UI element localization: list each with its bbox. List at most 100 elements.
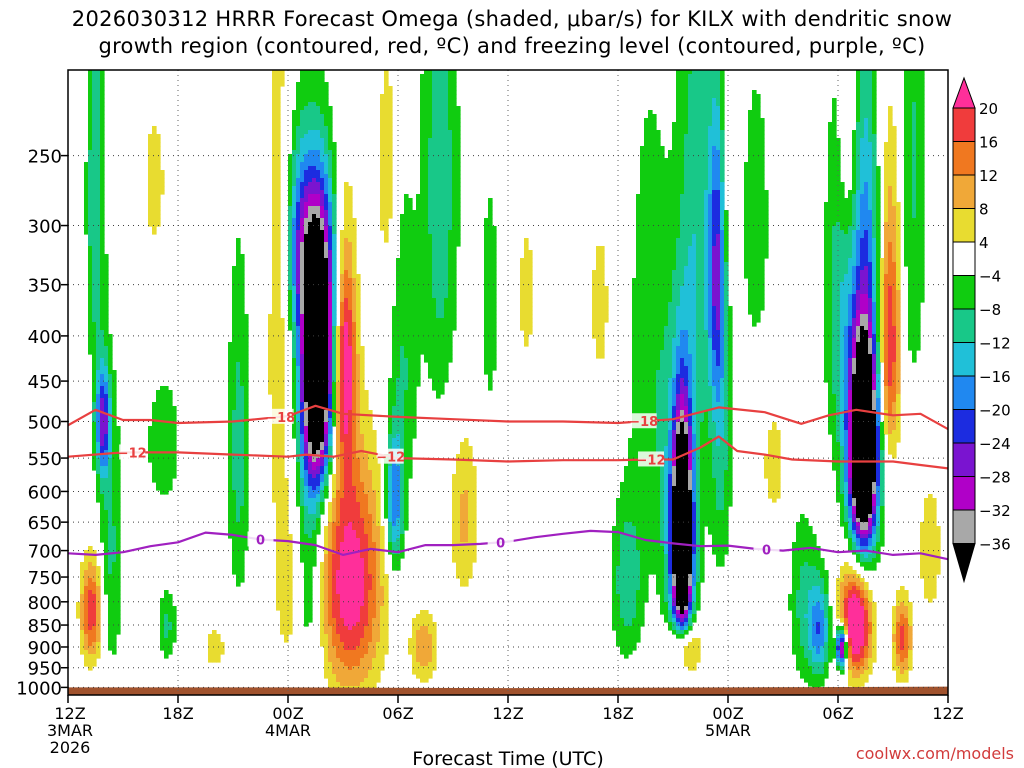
omega-cell <box>892 298 897 303</box>
omega-cell <box>304 146 309 151</box>
omega-cell <box>856 78 861 83</box>
omega-cell <box>236 258 241 263</box>
omega-cell <box>668 178 673 183</box>
omega-cell <box>664 302 669 307</box>
omega-cell <box>296 130 301 135</box>
omega-cell <box>636 254 641 259</box>
omega-cell <box>88 226 93 231</box>
omega-cell <box>676 218 681 223</box>
omega-cell <box>632 282 637 287</box>
omega-cell <box>672 278 677 283</box>
omega-cell <box>604 294 609 299</box>
omega-cell <box>888 194 893 199</box>
omega-cell <box>760 142 765 147</box>
omega-cell <box>420 130 425 135</box>
omega-cell <box>676 142 681 147</box>
omega-cell <box>920 262 925 267</box>
omega-cell <box>916 266 921 271</box>
omega-cell <box>844 226 849 231</box>
omega-cell <box>748 118 753 123</box>
omega-cell <box>752 134 757 139</box>
omega-cell <box>452 170 457 175</box>
omega-cell <box>656 258 661 263</box>
omega-cell <box>88 158 93 163</box>
omega-cell <box>696 178 701 183</box>
omega-cell <box>712 142 717 147</box>
omega-cell <box>860 278 865 283</box>
omega-cell <box>692 242 697 247</box>
omega-cell <box>680 130 685 135</box>
omega-cell <box>676 242 681 247</box>
omega-cell <box>868 194 873 199</box>
omega-cell <box>436 110 441 115</box>
omega-cell <box>860 194 865 199</box>
omega-cell <box>864 278 869 283</box>
omega-cell <box>640 170 645 175</box>
omega-cell <box>864 234 869 239</box>
omega-cell <box>348 242 353 247</box>
omega-cell <box>724 298 729 303</box>
omega-cell <box>328 154 333 159</box>
omega-cell <box>648 310 653 315</box>
omega-cell <box>920 226 925 231</box>
omega-cell <box>316 190 321 195</box>
omega-cell <box>288 162 293 167</box>
omega-cell <box>332 214 337 219</box>
omega-cell <box>296 206 301 211</box>
omega-cell <box>436 138 441 143</box>
omega-cell <box>288 298 293 303</box>
omega-cell <box>332 202 337 207</box>
omega-cell <box>908 74 913 79</box>
omega-cell <box>876 202 881 207</box>
omega-cell <box>292 154 297 159</box>
omega-cell <box>896 246 901 251</box>
omega-cell <box>884 306 889 311</box>
omega-cell <box>288 294 293 299</box>
omega-cell <box>764 214 769 219</box>
omega-cell <box>852 166 857 171</box>
omega-cell <box>292 118 297 123</box>
omega-cell <box>416 202 421 207</box>
omega-cell <box>100 206 105 211</box>
omega-cell <box>312 94 317 99</box>
omega-cell <box>320 74 325 79</box>
omega-cell <box>652 174 657 179</box>
omega-cell <box>156 198 161 203</box>
omega-cell <box>868 186 873 191</box>
omega-cell <box>640 198 645 203</box>
omega-cell <box>832 218 837 223</box>
omega-cell <box>352 290 357 295</box>
omega-cell <box>888 258 893 263</box>
omega-cell <box>272 106 277 111</box>
omega-cell <box>656 162 661 167</box>
omega-cell <box>88 98 93 103</box>
omega-cell <box>328 254 333 259</box>
omega-cell <box>684 290 689 295</box>
omega-cell <box>872 242 877 247</box>
omega-cell <box>868 142 873 147</box>
omega-cell <box>300 74 305 79</box>
omega-cell <box>748 134 753 139</box>
omega-cell <box>868 266 873 271</box>
omega-cell <box>348 298 353 303</box>
omega-cell <box>676 82 681 87</box>
omega-cell <box>744 218 749 223</box>
omega-cell <box>300 106 305 111</box>
omega-cell <box>724 210 729 215</box>
omega-cell <box>692 310 697 315</box>
omega-cell <box>420 310 425 315</box>
omega-cell <box>704 234 709 239</box>
omega-cell <box>896 230 901 235</box>
omega-cell <box>676 278 681 283</box>
omega-cell <box>660 238 665 243</box>
omega-cell <box>400 242 405 247</box>
omega-cell <box>708 286 713 291</box>
omega-cell <box>876 238 881 243</box>
omega-cell <box>872 110 877 115</box>
omega-cell <box>904 174 909 179</box>
omega-cell <box>272 194 277 199</box>
omega-cell <box>916 162 921 167</box>
omega-cell <box>388 86 393 91</box>
omega-cell <box>660 206 665 211</box>
omega-cell <box>688 102 693 107</box>
